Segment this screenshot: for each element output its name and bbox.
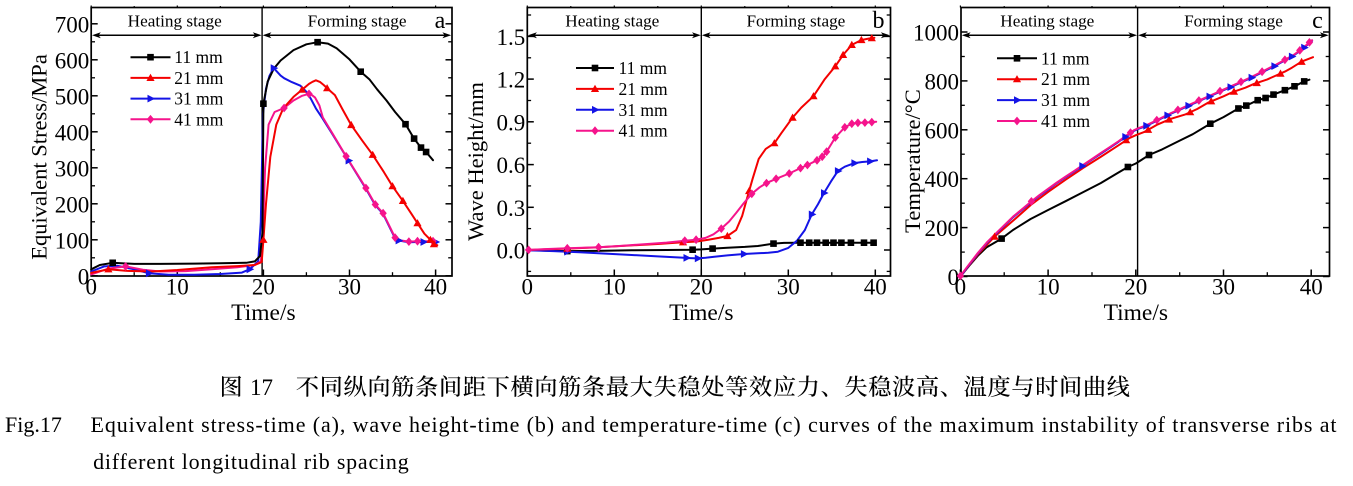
svg-text:41 mm: 41 mm bbox=[1041, 111, 1090, 131]
svg-text:41 mm: 41 mm bbox=[174, 109, 223, 129]
svg-text:30: 30 bbox=[338, 275, 361, 300]
svg-text:Time/s: Time/s bbox=[669, 300, 733, 326]
svg-text:200: 200 bbox=[55, 192, 90, 217]
svg-text:11 mm: 11 mm bbox=[619, 58, 668, 78]
svg-text:600: 600 bbox=[925, 118, 960, 143]
svg-text:0: 0 bbox=[955, 275, 967, 300]
svg-text:Forming stage: Forming stage bbox=[746, 12, 845, 31]
svg-text:a: a bbox=[435, 8, 446, 34]
svg-text:40: 40 bbox=[1300, 275, 1323, 300]
svg-text:Heating stage: Heating stage bbox=[565, 12, 659, 31]
svg-text:31 mm: 31 mm bbox=[619, 100, 668, 120]
svg-text:31 mm: 31 mm bbox=[1041, 90, 1090, 110]
svg-text:0.9: 0.9 bbox=[497, 110, 526, 135]
svg-text:Heating stage: Heating stage bbox=[128, 12, 222, 31]
svg-text:11 mm: 11 mm bbox=[174, 47, 223, 67]
svg-text:600: 600 bbox=[55, 48, 90, 73]
svg-text:b: b bbox=[873, 8, 885, 34]
svg-text:Fig.17: Fig.17 bbox=[5, 412, 62, 437]
svg-text:1.2: 1.2 bbox=[497, 68, 526, 93]
svg-text:Equivalent Stress/MPa: Equivalent Stress/MPa bbox=[27, 54, 52, 260]
svg-text:20: 20 bbox=[1124, 275, 1147, 300]
svg-text:10: 10 bbox=[603, 275, 626, 300]
svg-text:0.3: 0.3 bbox=[497, 196, 526, 221]
svg-text:41 mm: 41 mm bbox=[619, 121, 668, 141]
svg-text:Heating stage: Heating stage bbox=[1000, 12, 1094, 31]
svg-text:21 mm: 21 mm bbox=[1041, 69, 1090, 89]
svg-text:400: 400 bbox=[55, 120, 90, 145]
svg-text:400: 400 bbox=[925, 167, 960, 192]
svg-text:500: 500 bbox=[55, 84, 90, 109]
svg-text:Equivalent stress-time (a), wa: Equivalent stress-time (a), wave height-… bbox=[91, 412, 1337, 437]
svg-text:11 mm: 11 mm bbox=[1041, 48, 1090, 68]
svg-text:c: c bbox=[1312, 8, 1323, 34]
svg-text:20: 20 bbox=[252, 275, 275, 300]
svg-text:21 mm: 21 mm bbox=[174, 68, 223, 88]
svg-text:700: 700 bbox=[55, 12, 90, 37]
svg-text:0: 0 bbox=[522, 275, 534, 300]
svg-text:0.6: 0.6 bbox=[497, 153, 526, 178]
svg-text:Forming stage: Forming stage bbox=[308, 12, 407, 31]
svg-text:Time/s: Time/s bbox=[1104, 300, 1168, 326]
svg-text:different longitudinal rib spa: different longitudinal rib spacing bbox=[93, 449, 409, 474]
svg-text:Forming stage: Forming stage bbox=[1184, 12, 1283, 31]
svg-text:300: 300 bbox=[55, 156, 90, 181]
svg-text:40: 40 bbox=[864, 275, 887, 300]
svg-text:100: 100 bbox=[55, 228, 90, 253]
svg-text:17: 17 bbox=[250, 375, 273, 400]
svg-text:20: 20 bbox=[690, 275, 713, 300]
svg-text:10: 10 bbox=[1037, 275, 1060, 300]
svg-text:Temperature/°C: Temperature/°C bbox=[900, 89, 925, 233]
svg-text:0.0: 0.0 bbox=[497, 239, 526, 264]
svg-text:0: 0 bbox=[78, 264, 90, 289]
svg-text:200: 200 bbox=[925, 216, 960, 241]
svg-text:40: 40 bbox=[424, 275, 447, 300]
svg-text:1.5: 1.5 bbox=[497, 25, 526, 50]
svg-text:Time/s: Time/s bbox=[231, 300, 295, 326]
svg-text:10: 10 bbox=[166, 275, 189, 300]
svg-text:Wave Height/mm: Wave Height/mm bbox=[463, 82, 488, 241]
svg-text:30: 30 bbox=[1212, 275, 1235, 300]
svg-text:30: 30 bbox=[777, 275, 800, 300]
svg-text:0: 0 bbox=[948, 265, 960, 290]
svg-text:31 mm: 31 mm bbox=[174, 89, 223, 109]
svg-text:21 mm: 21 mm bbox=[619, 79, 668, 99]
svg-text:0: 0 bbox=[85, 275, 97, 300]
svg-text:800: 800 bbox=[925, 69, 960, 94]
svg-text:1000: 1000 bbox=[913, 21, 959, 46]
